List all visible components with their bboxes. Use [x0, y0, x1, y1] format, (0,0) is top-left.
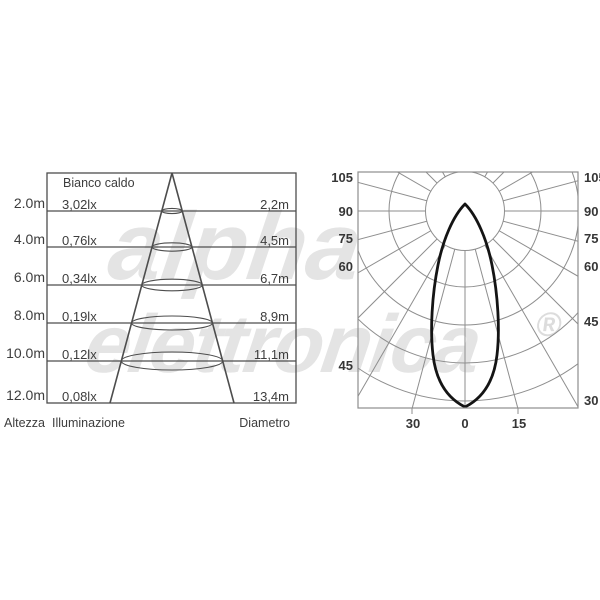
diameter-value: 6,7m — [260, 271, 289, 286]
lux-value: 0,34lx — [62, 271, 97, 286]
polar-left-45: 45 — [338, 358, 353, 373]
height-label: 8.0m — [13, 307, 45, 323]
diameter-value: 11,1m — [253, 347, 289, 362]
polar-bottom-30: 30 — [405, 416, 421, 431]
polar-right-45: 45 — [584, 314, 599, 329]
cone-edges — [109, 172, 235, 404]
polar-right-60: 60 — [584, 259, 599, 274]
beam-intensity-curve — [430, 202, 500, 408]
polar-center-disc — [425, 172, 505, 251]
polar-right-90: 90 — [584, 204, 599, 219]
lux-value: 0,19lx — [62, 309, 97, 324]
polar-bottom-15: 15 — [511, 416, 527, 431]
polar-diagram — [357, 171, 579, 414]
lux-value: 0,12lx — [62, 347, 97, 362]
lux-value: 0,76lx — [62, 233, 97, 248]
diameter-value: 13,4m — [252, 389, 289, 404]
cone-header: Bianco caldo — [63, 176, 135, 190]
polar-left-60: 60 — [338, 259, 353, 274]
polar-left-90: 90 — [338, 204, 353, 219]
lux-value: 3,02lx — [62, 197, 97, 212]
polar-left-75: 75 — [338, 231, 353, 246]
diameter-value: 2,2m — [260, 197, 289, 212]
polar-right-30: 30 — [584, 393, 599, 408]
height-label: 6.0m — [13, 269, 45, 285]
height-label: 2.0m — [13, 195, 45, 211]
height-label: 4.0m — [13, 231, 45, 247]
footer-illuminazione: Illuminazione — [52, 416, 125, 430]
polar-right-105: 105 — [584, 170, 600, 185]
polar-bottom-ticks — [411, 408, 519, 414]
polar-frame — [357, 171, 579, 409]
beam-ellipses — [120, 207, 224, 371]
cone-diagram — [46, 172, 297, 404]
height-label: 12.0m — [6, 387, 45, 403]
height-label: 10.0m — [6, 345, 45, 361]
diameter-value: 8,9m — [260, 309, 289, 324]
polar-bottom-0: 0 — [461, 416, 469, 431]
polar-spokes — [358, 172, 578, 408]
polar-left-105: 105 — [331, 170, 353, 185]
polar-right-75: 75 — [584, 231, 599, 246]
footer-altezza: Altezza — [4, 416, 45, 430]
footer-diametro: Diametro — [239, 416, 290, 430]
lux-value: 0,08lx — [62, 389, 97, 404]
diameter-value: 4,5m — [260, 233, 289, 248]
